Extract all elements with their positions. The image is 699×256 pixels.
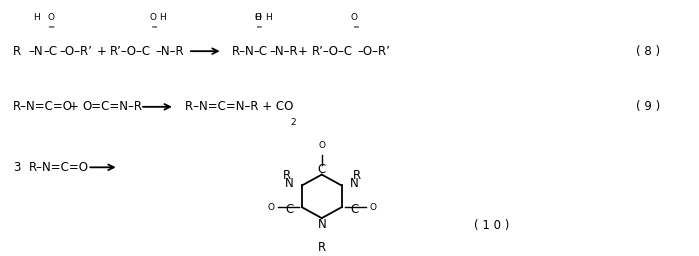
Text: R: R <box>318 241 326 254</box>
Text: +: + <box>69 100 78 113</box>
Text: R: R <box>282 169 291 182</box>
Text: ( 8 ): ( 8 ) <box>636 45 660 58</box>
Text: N: N <box>350 177 359 189</box>
Text: 3: 3 <box>13 161 20 174</box>
Text: 2: 2 <box>291 118 296 127</box>
Text: O: O <box>318 141 325 150</box>
Text: O: O <box>149 13 156 22</box>
Text: O: O <box>369 203 376 212</box>
Text: ( 1 0 ): ( 1 0 ) <box>475 219 510 232</box>
Text: O=C=N–R: O=C=N–R <box>82 100 143 113</box>
Text: O: O <box>48 13 55 22</box>
Text: –O–R’: –O–R’ <box>357 45 390 58</box>
Text: –O–R’: –O–R’ <box>59 45 92 58</box>
Text: H: H <box>34 13 40 22</box>
Text: +: + <box>96 45 106 58</box>
Text: O: O <box>267 203 274 212</box>
Text: ( 9 ): ( 9 ) <box>636 100 660 113</box>
Text: R: R <box>353 169 361 182</box>
Text: R–N: R–N <box>231 45 254 58</box>
Text: R–N=C=N–R + CO: R–N=C=N–R + CO <box>185 100 294 113</box>
Text: –N–R: –N–R <box>155 45 184 58</box>
Text: R: R <box>13 45 21 58</box>
Text: C: C <box>350 203 358 216</box>
Text: R–N=C=O: R–N=C=O <box>29 161 89 174</box>
Text: H: H <box>159 13 166 22</box>
Text: R’–O–C: R’–O–C <box>312 45 353 58</box>
Text: O: O <box>351 13 358 22</box>
Text: –C: –C <box>254 45 268 58</box>
Text: R’–O–C: R’–O–C <box>110 45 152 58</box>
Text: H: H <box>254 13 261 22</box>
Text: –N: –N <box>29 45 43 58</box>
Text: +: + <box>298 45 308 58</box>
Text: C: C <box>285 203 294 216</box>
Text: N: N <box>285 177 294 189</box>
Text: –C: –C <box>44 45 58 58</box>
Text: –N–R: –N–R <box>269 45 298 58</box>
Text: O: O <box>254 13 261 22</box>
Text: N: N <box>317 218 326 231</box>
Text: H: H <box>265 13 272 22</box>
Text: C: C <box>317 163 326 176</box>
Text: R–N=C=O: R–N=C=O <box>13 100 73 113</box>
